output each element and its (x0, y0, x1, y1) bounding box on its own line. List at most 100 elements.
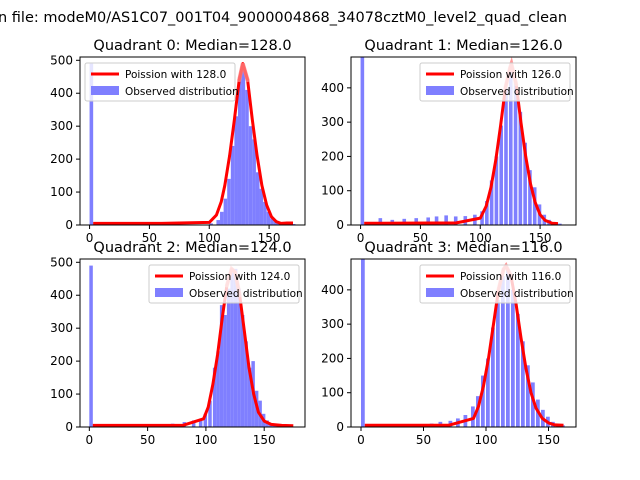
axes-frame (350, 56, 577, 226)
histogram-bar (227, 178, 231, 225)
legend-label-poisson: Poission with 128.0 (125, 69, 226, 81)
x-tick-label: 50 (413, 231, 428, 245)
histogram-bar (489, 180, 494, 225)
x-tick-label: 50 (142, 231, 157, 245)
y-tick-label: 0 (65, 420, 73, 434)
histogram-bar (516, 313, 520, 427)
legend-label-observed: Observed distribution (189, 288, 303, 300)
legend-box (84, 62, 236, 102)
histogram-bar (273, 221, 278, 225)
histogram-bar (270, 218, 274, 225)
chart-panel: 0 50 100 150 0 100 200 300 400 Poission with 116.… (321, 240, 577, 447)
panel-title: Quadrant 1: Median=126.0 (364, 38, 562, 54)
x-tick-label: 100 (475, 433, 498, 447)
histogram-bar (220, 211, 224, 225)
histogram-bar (255, 172, 260, 225)
y-tick-label: 200 (50, 152, 73, 166)
histogram-bar (272, 425, 276, 427)
histogram-bar (223, 198, 228, 225)
axes-frame (79, 56, 306, 226)
histogram-bar (426, 217, 430, 225)
histogram-bar (240, 315, 245, 427)
histogram-bar (245, 89, 249, 225)
histogram-bar (526, 365, 530, 427)
axes-frame (79, 258, 306, 428)
histogram-bar (248, 126, 253, 225)
histogram-bar (360, 57, 365, 225)
legend-patch-swatch (426, 86, 454, 95)
histogram-bar (518, 111, 523, 225)
histogram-bar (508, 67, 513, 225)
poisson-peak (237, 63, 250, 83)
histogram-bar (494, 156, 499, 225)
x-tick-label: 100 (194, 433, 217, 447)
x-tick-label: 150 (529, 231, 552, 245)
y-tick-label: 500 (50, 255, 73, 269)
y-tick-label: 300 (321, 115, 344, 129)
x-tick-label: 0 (357, 433, 365, 447)
legend-label-observed: Observed distribution (460, 86, 574, 98)
y-tick-label: 200 (50, 354, 73, 368)
histogram-bar (198, 418, 203, 427)
y-tick-label: 500 (50, 53, 73, 67)
histogram-bar (444, 215, 448, 225)
histogram-bar (89, 265, 93, 427)
x-tick-label: 150 (253, 433, 276, 447)
legend-box (148, 264, 300, 304)
x-tick-label: 0 (357, 231, 365, 245)
panel-title: Quadrant 0: Median=128.0 (93, 38, 291, 54)
histogram-bar (532, 187, 537, 225)
histogram-bar (361, 259, 365, 427)
histogram-bar (504, 87, 508, 225)
y-tick-label: 400 (321, 283, 344, 297)
y-tick-label: 300 (50, 119, 73, 133)
histogram-bar (491, 327, 495, 427)
histogram-bar (263, 201, 267, 225)
panel-title: Quadrant 2: Median=124.0 (93, 240, 291, 256)
histogram-bar (521, 341, 525, 427)
histogram-bar (414, 218, 419, 225)
histogram-bar (247, 367, 252, 427)
histogram-bar (208, 400, 212, 427)
histogram-bar (523, 142, 527, 225)
y-tick-label: 400 (50, 86, 73, 100)
legend-label-observed: Observed distribution (125, 86, 239, 98)
histogram-bar (511, 289, 515, 427)
legend-label-poisson: Poission with 126.0 (460, 69, 561, 81)
histogram-bar (226, 288, 231, 427)
legend-patch-swatch (155, 288, 183, 297)
histogram-bar (216, 351, 220, 427)
histogram-bar (237, 288, 241, 427)
histogram-bar (434, 216, 439, 225)
histogram-bar (230, 145, 235, 225)
y-tick-label: 100 (321, 386, 344, 400)
histogram-bar (558, 223, 562, 225)
histogram-bar (237, 76, 242, 225)
y-tick-label: 0 (65, 218, 73, 232)
legend-box (419, 62, 571, 102)
histogram-bar (501, 276, 505, 427)
histogram-bar (259, 188, 264, 225)
x-tick-label: 50 (140, 433, 155, 447)
y-tick-label: 100 (50, 387, 73, 401)
legend-box (419, 264, 571, 304)
legend: Poission with 128.0 Observed distribution (84, 62, 239, 102)
figure-suptitle: n file: modeM0/AS1C07_001T04_9000004868_… (0, 10, 567, 26)
y-tick-label: 100 (321, 184, 344, 198)
plot-area (361, 259, 565, 427)
y-tick-label: 400 (50, 288, 73, 302)
histogram-bar (219, 305, 224, 427)
x-tick-label: 100 (469, 231, 492, 245)
y-tick-label: 0 (336, 218, 344, 232)
legend: Poission with 126.0 Observed distribution (419, 62, 574, 102)
histogram-bar (230, 272, 234, 427)
histogram-bar (241, 66, 246, 225)
histogram-bar (266, 211, 271, 225)
histogram-bar (496, 300, 500, 427)
y-tick-label: 200 (321, 149, 344, 163)
histogram-bar (531, 382, 535, 427)
histogram-bar (252, 139, 256, 225)
histogram-bar (203, 413, 208, 427)
histogram-bar (216, 220, 221, 225)
